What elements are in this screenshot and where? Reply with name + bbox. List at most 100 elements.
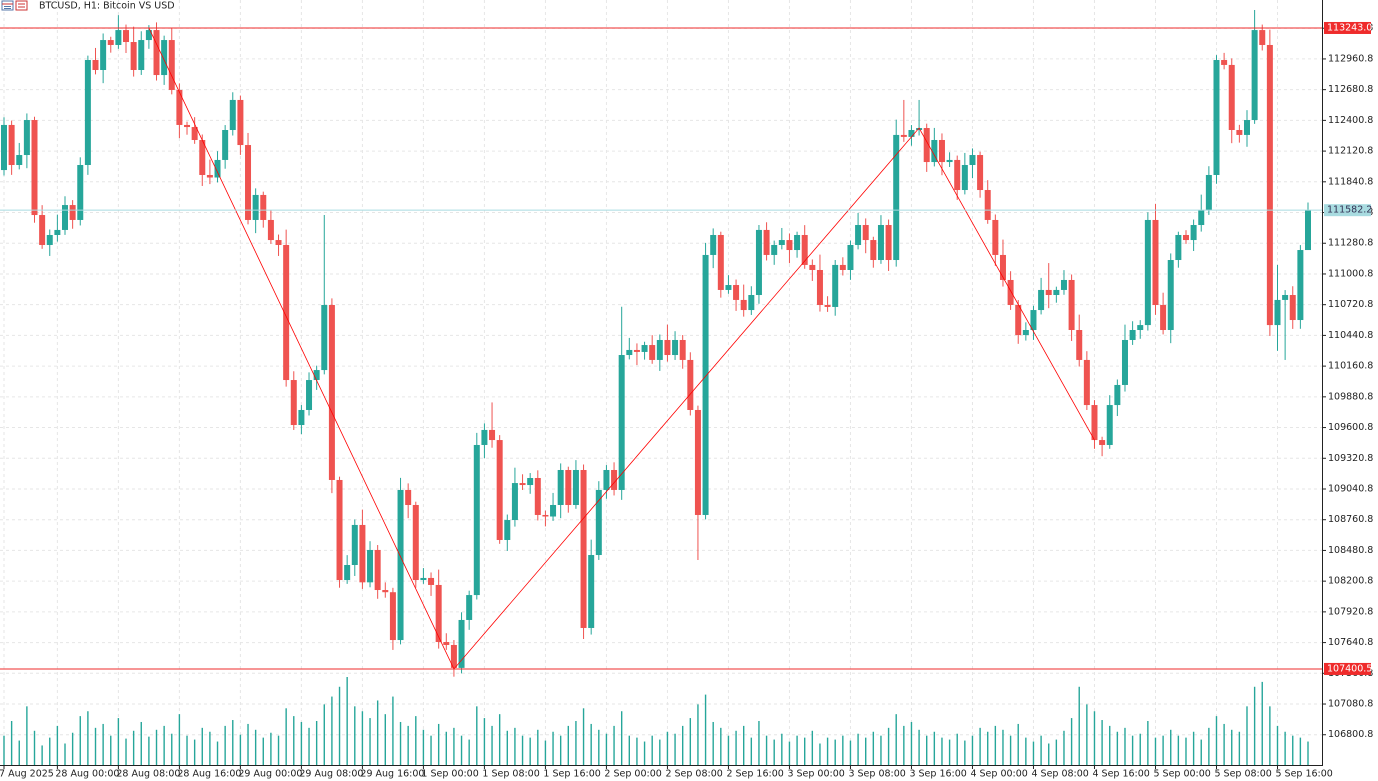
candle-body — [54, 229, 61, 235]
candle-body — [428, 577, 435, 585]
candle-body — [1083, 359, 1090, 406]
candle-body — [69, 205, 76, 220]
candle-body — [8, 124, 15, 166]
candle-body — [832, 264, 839, 307]
candle-body — [229, 99, 236, 131]
plot-area — [0, 9, 1322, 765]
x-tick-label: 4 Sep 08:00 — [1031, 769, 1088, 780]
candle-body — [511, 483, 518, 521]
candle-body — [908, 130, 915, 137]
x-tick-label: 1 Sep 08:00 — [482, 769, 539, 780]
x-tick-label: 3 Sep 16:00 — [909, 769, 966, 780]
y-tick-label: 109600.8 — [1328, 422, 1373, 433]
candle-body — [824, 304, 831, 307]
candle-body — [1297, 250, 1304, 321]
candle-body — [473, 444, 480, 596]
candle-body — [1167, 260, 1174, 331]
candle-body — [1152, 219, 1159, 305]
chart-title: BTCUSD, H1: Bitcoin VS USD — [39, 1, 175, 12]
candle-body — [565, 469, 572, 505]
candle-body — [206, 174, 213, 178]
candle-body — [717, 234, 724, 290]
candle-body — [763, 229, 770, 255]
candle-body — [855, 225, 862, 245]
candle-body — [1190, 225, 1197, 241]
y-tick-label: 109040.8 — [1328, 483, 1373, 494]
candle-body — [46, 234, 53, 245]
candle-body — [1068, 279, 1075, 331]
candle-body — [679, 339, 686, 360]
y-tick-label: 112680.8 — [1328, 84, 1373, 95]
candle-body — [626, 349, 633, 356]
y-tick-label: 107080.8 — [1328, 699, 1373, 710]
candle-body — [1091, 405, 1098, 441]
y-tick-label: 109320.8 — [1328, 453, 1373, 464]
candle-body — [603, 469, 610, 490]
candle-body — [1060, 279, 1067, 290]
candle-body — [534, 478, 541, 515]
candle-body — [992, 219, 999, 255]
candle-body — [519, 483, 526, 486]
y-tick-label: 108200.8 — [1328, 576, 1373, 587]
candle-body — [1205, 174, 1212, 210]
candle-body — [1160, 304, 1167, 331]
candle-body — [306, 380, 313, 410]
candle-body — [725, 285, 732, 290]
candle-body — [351, 524, 358, 566]
candle-body — [237, 99, 244, 146]
candle-body — [572, 469, 579, 505]
candle-body — [1076, 330, 1083, 360]
candle-body — [420, 577, 427, 581]
candle-body — [336, 479, 343, 581]
level-label: 113243.0 — [1327, 22, 1372, 33]
candle-body — [344, 565, 351, 581]
symbol-icon — [1, 0, 14, 11]
candle-body — [672, 339, 679, 356]
candle-body — [1038, 289, 1045, 311]
candle-body — [946, 159, 953, 163]
candle-body — [1007, 279, 1014, 305]
y-tick-label: 111280.8 — [1328, 238, 1373, 249]
candle-body — [694, 409, 701, 515]
candle-body — [374, 549, 381, 591]
zigzag-line — [148, 27, 1095, 670]
candle-body — [1213, 60, 1220, 175]
candle-body — [1022, 330, 1029, 336]
candle-body — [1045, 289, 1052, 296]
candle-body — [84, 60, 91, 166]
symbol-icon — [15, 0, 28, 11]
candle-body — [481, 429, 488, 445]
x-tick-label: 5 Sep 16:00 — [1275, 769, 1332, 780]
candle-body — [740, 299, 747, 311]
candle-body — [1305, 210, 1311, 251]
candle-body — [999, 254, 1006, 280]
y-tick-label: 112960.8 — [1328, 53, 1373, 64]
current-price-label: 111582.2 — [1327, 205, 1372, 216]
candle-body — [1266, 44, 1273, 326]
candle-body — [931, 139, 938, 163]
candle-body — [733, 285, 740, 300]
candle-body — [748, 295, 755, 311]
candle-body — [1, 124, 7, 171]
candle-body — [862, 225, 869, 241]
candle-body — [100, 40, 107, 70]
candle-body — [267, 219, 274, 241]
chart-header: BTCUSD, H1: Bitcoin VS USD — [1, 0, 175, 12]
candle-body — [633, 349, 640, 352]
candle-body — [786, 240, 793, 251]
candle-body — [199, 139, 206, 175]
candle-body — [328, 304, 335, 480]
candle-body — [62, 205, 69, 230]
candle-body — [31, 120, 38, 216]
candle-body — [801, 234, 808, 265]
candle-body — [1274, 299, 1281, 326]
candle-body — [1053, 289, 1060, 296]
candle-body — [1144, 219, 1151, 326]
candle-body — [1099, 440, 1106, 445]
candle-body — [168, 40, 175, 90]
y-tick-label: 110720.8 — [1328, 299, 1373, 310]
candle-body — [870, 240, 877, 261]
candle-body — [923, 128, 930, 163]
candle-body — [595, 489, 602, 556]
